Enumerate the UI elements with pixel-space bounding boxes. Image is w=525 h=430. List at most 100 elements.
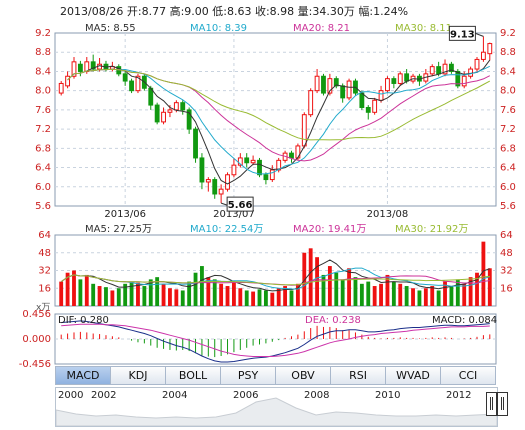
tab-kdj[interactable]: KDJ <box>111 366 166 385</box>
tab-boll[interactable]: BOLL <box>166 366 221 385</box>
tab-rsi[interactable]: RSI <box>331 366 386 385</box>
volume-bar <box>123 283 128 306</box>
volume-bar <box>423 288 428 306</box>
price-axis-right-label: 6.4 <box>500 163 516 174</box>
candle-body <box>263 174 269 181</box>
overview-year-2010: 2010 <box>375 390 401 401</box>
volume-bar <box>340 279 345 306</box>
tab-cci[interactable]: CCI <box>441 366 496 385</box>
volume-axis-right-label: 16 <box>500 283 513 294</box>
candle-body <box>90 61 96 70</box>
price-axis-left-label: 6.0 <box>35 182 51 193</box>
tab-obv[interactable]: OBV <box>276 366 331 385</box>
volume-bar <box>443 281 447 306</box>
price-panel-frame <box>54 32 497 207</box>
volume-bar <box>168 288 172 306</box>
volume-bar <box>155 277 160 306</box>
price-axis-right-label: 7.2 <box>500 124 516 135</box>
price-axis-left-label: 9.2 <box>35 28 51 39</box>
price-axis-right-label: 9.2 <box>500 28 516 39</box>
volume-bar <box>404 286 409 306</box>
ohlc-header: 2013/08/26 开:8.77 高:9.00 低:8.63 收:8.98 量… <box>60 5 409 18</box>
date-axis-label: 2013/08 <box>367 209 409 220</box>
volume-bar <box>417 290 422 306</box>
candle-body <box>301 114 307 147</box>
volume-bar <box>334 272 339 306</box>
low-price-callout-text: 5.66 <box>228 200 253 211</box>
volume-bar <box>180 290 185 306</box>
candle-body <box>480 51 486 60</box>
candle-body <box>199 157 205 183</box>
volume-bar <box>302 252 307 306</box>
volume-bar <box>379 283 383 306</box>
volume-bar <box>174 289 179 306</box>
candle-body <box>372 99 378 113</box>
low-price-callout-box <box>226 196 254 212</box>
volume-bar <box>270 292 275 306</box>
volume-bar <box>200 266 204 306</box>
price-axis-left-label: 6.8 <box>35 143 51 154</box>
volume-bar <box>78 279 83 306</box>
overview-sparkline <box>56 397 497 426</box>
volume-bar <box>251 291 256 306</box>
volume-bar <box>289 290 294 306</box>
candle-body <box>289 152 294 159</box>
candle-body <box>205 179 211 183</box>
volume-ma-legend-2: MA20: 19.41万 <box>293 224 366 235</box>
price-axis-left-label: 8.8 <box>35 47 51 58</box>
range-handle-right[interactable] <box>497 392 508 416</box>
dea-legend: DEA: 0.238 <box>305 315 361 326</box>
tab-psy[interactable]: PSY <box>221 366 276 385</box>
volume-ma-legend-1: MA10: 22.54万 <box>190 224 263 235</box>
candle-body <box>77 63 83 72</box>
candle-body <box>135 75 141 92</box>
volume-bar <box>353 277 358 306</box>
volume-bar <box>487 268 492 306</box>
volume-axis-right-label: 32 <box>500 266 513 277</box>
candle-body <box>244 157 250 164</box>
volume-ma-legend-0: MA5: 27.25万 <box>85 224 152 235</box>
candle-body <box>167 109 173 113</box>
volume-bar <box>398 283 403 306</box>
high-price-callout-leader <box>475 32 484 37</box>
volume-bar <box>455 279 460 306</box>
volume-bar <box>142 286 147 306</box>
volume-bar <box>219 283 224 306</box>
macd-axis-label: 0.000 <box>22 334 51 345</box>
volume-bar <box>391 281 396 306</box>
overview-navigator[interactable]: 2000 2002 2004 2006 2008 2010 2012 <box>55 387 498 427</box>
candle-body <box>237 157 243 166</box>
candle-body <box>180 102 186 111</box>
candle-body <box>449 63 454 72</box>
candle-body <box>154 104 160 123</box>
tab-wvad[interactable]: WVAD <box>386 366 441 385</box>
volume-bar <box>193 272 198 306</box>
range-handle-left[interactable] <box>486 392 497 416</box>
macd-legend: MACD: 0.084 <box>432 315 497 326</box>
candle-body <box>269 169 275 181</box>
price-axis-left-label: 5.6 <box>35 201 51 212</box>
volume-axis-left-label: 48 <box>38 248 51 259</box>
candle-body <box>359 92 365 108</box>
price-axis-right-label: 6.0 <box>500 182 516 193</box>
volume-bar <box>206 277 211 306</box>
indicator-tabs: MACD KDJ BOLL PSY OBV RSI WVAD CCI <box>55 366 496 385</box>
price-axis-right-label: 8.0 <box>500 86 516 97</box>
volume-bar <box>97 286 102 306</box>
candle-body <box>231 164 237 176</box>
candle-body <box>161 111 166 123</box>
volume-bar <box>295 283 300 306</box>
candle-body <box>314 75 320 92</box>
candle-body <box>193 128 198 159</box>
price-axis-right-label: 8.4 <box>500 66 516 77</box>
tab-macd[interactable]: MACD <box>55 366 111 385</box>
volume-axis-left-label: 64 <box>38 230 51 241</box>
volume-ma5-line <box>60 259 490 292</box>
volume-axis-left-label: 16 <box>38 283 51 294</box>
candle-body <box>397 73 403 84</box>
price-axis-left-label: 6.4 <box>35 163 51 174</box>
volume-bar <box>321 274 326 306</box>
volume-bar <box>283 286 288 306</box>
